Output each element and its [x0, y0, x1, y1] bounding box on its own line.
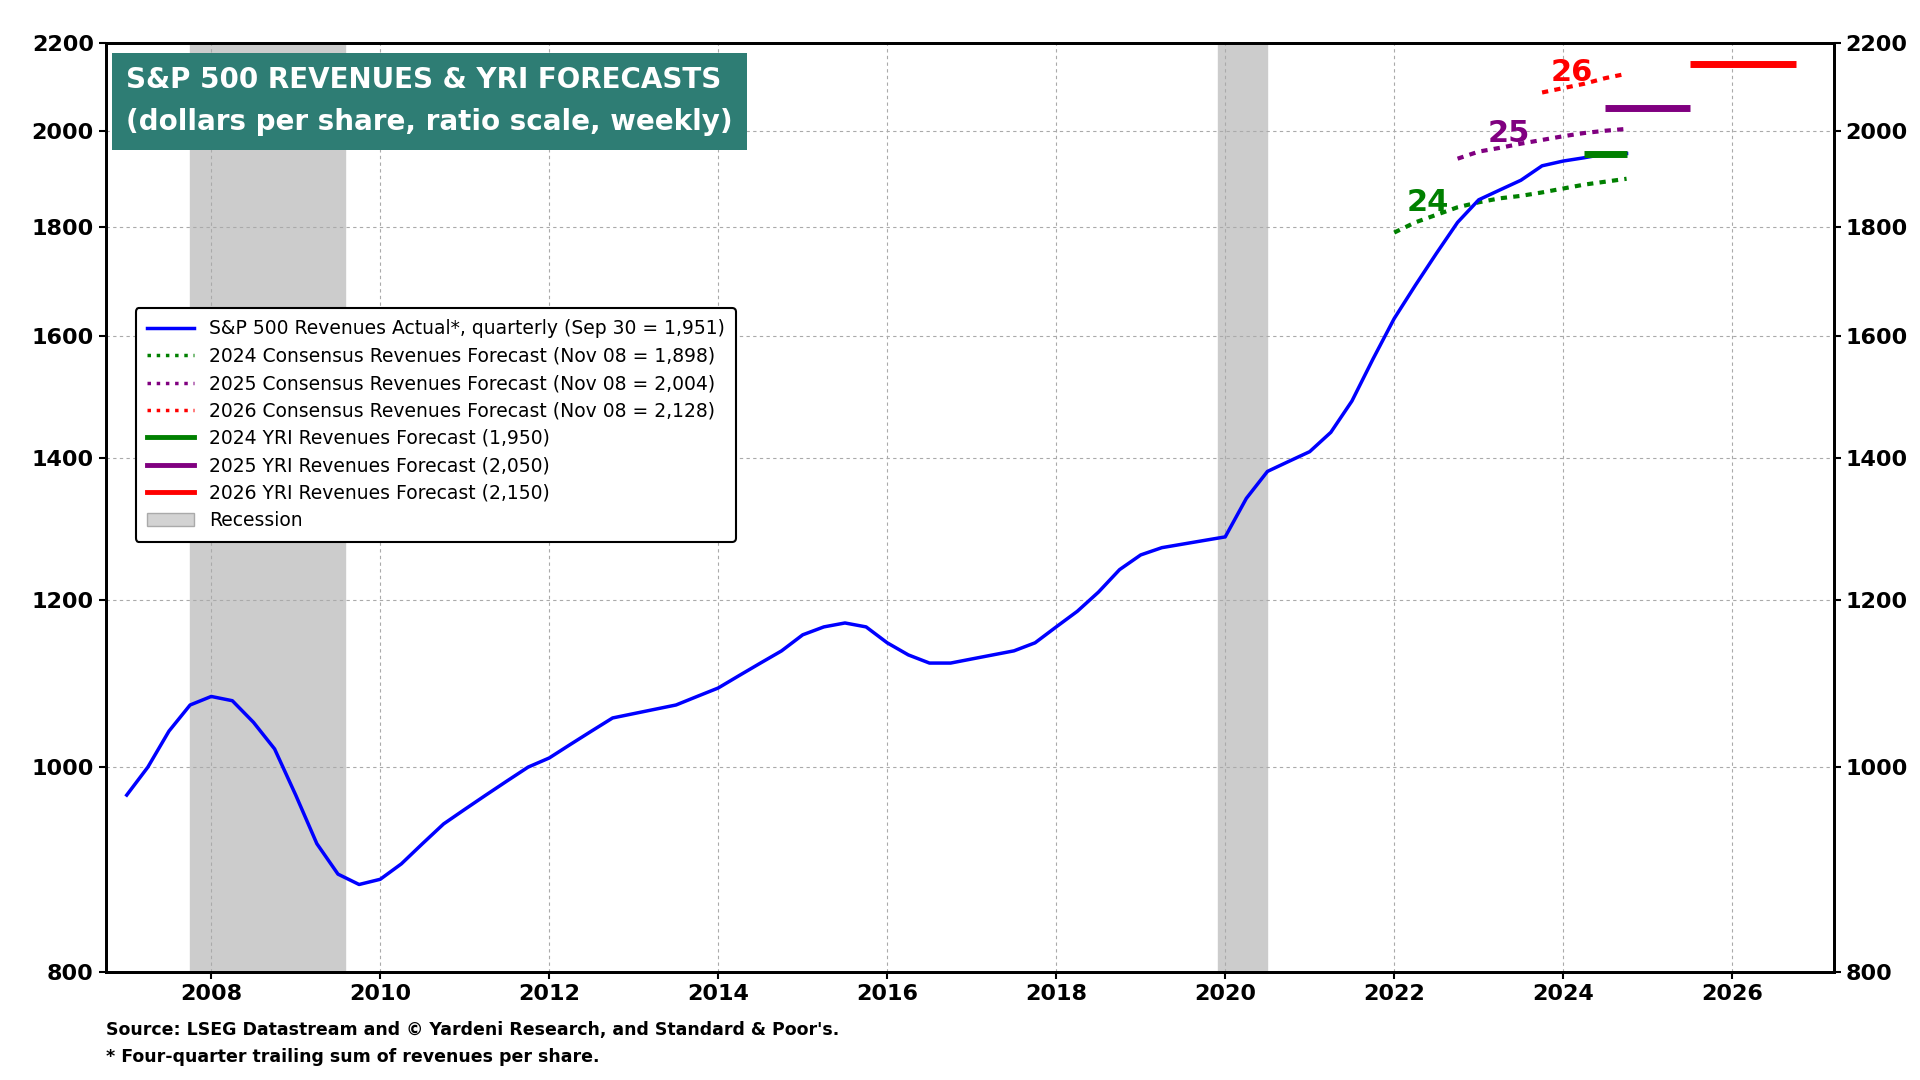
Text: 26: 26	[1551, 58, 1594, 87]
Text: 25: 25	[1488, 120, 1530, 148]
Text: * Four-quarter trailing sum of revenues per share.: * Four-quarter trailing sum of revenues …	[106, 1048, 599, 1066]
Text: Source: LSEG Datastream and © Yardeni Research, and Standard & Poor's.: Source: LSEG Datastream and © Yardeni Re…	[106, 1021, 839, 1039]
Bar	[1219, 43, 1267, 972]
Text: S&P 500 REVENUES & YRI FORECASTS
(dollars per share, ratio scale, weekly): S&P 500 REVENUES & YRI FORECASTS (dollar…	[127, 67, 733, 136]
Text: 24: 24	[1407, 188, 1450, 217]
Legend: S&P 500 Revenues Actual*, quarterly (Sep 30 = 1,951), 2024 Consensus Revenues Fo: S&P 500 Revenues Actual*, quarterly (Sep…	[136, 308, 735, 541]
Bar	[190, 43, 346, 972]
